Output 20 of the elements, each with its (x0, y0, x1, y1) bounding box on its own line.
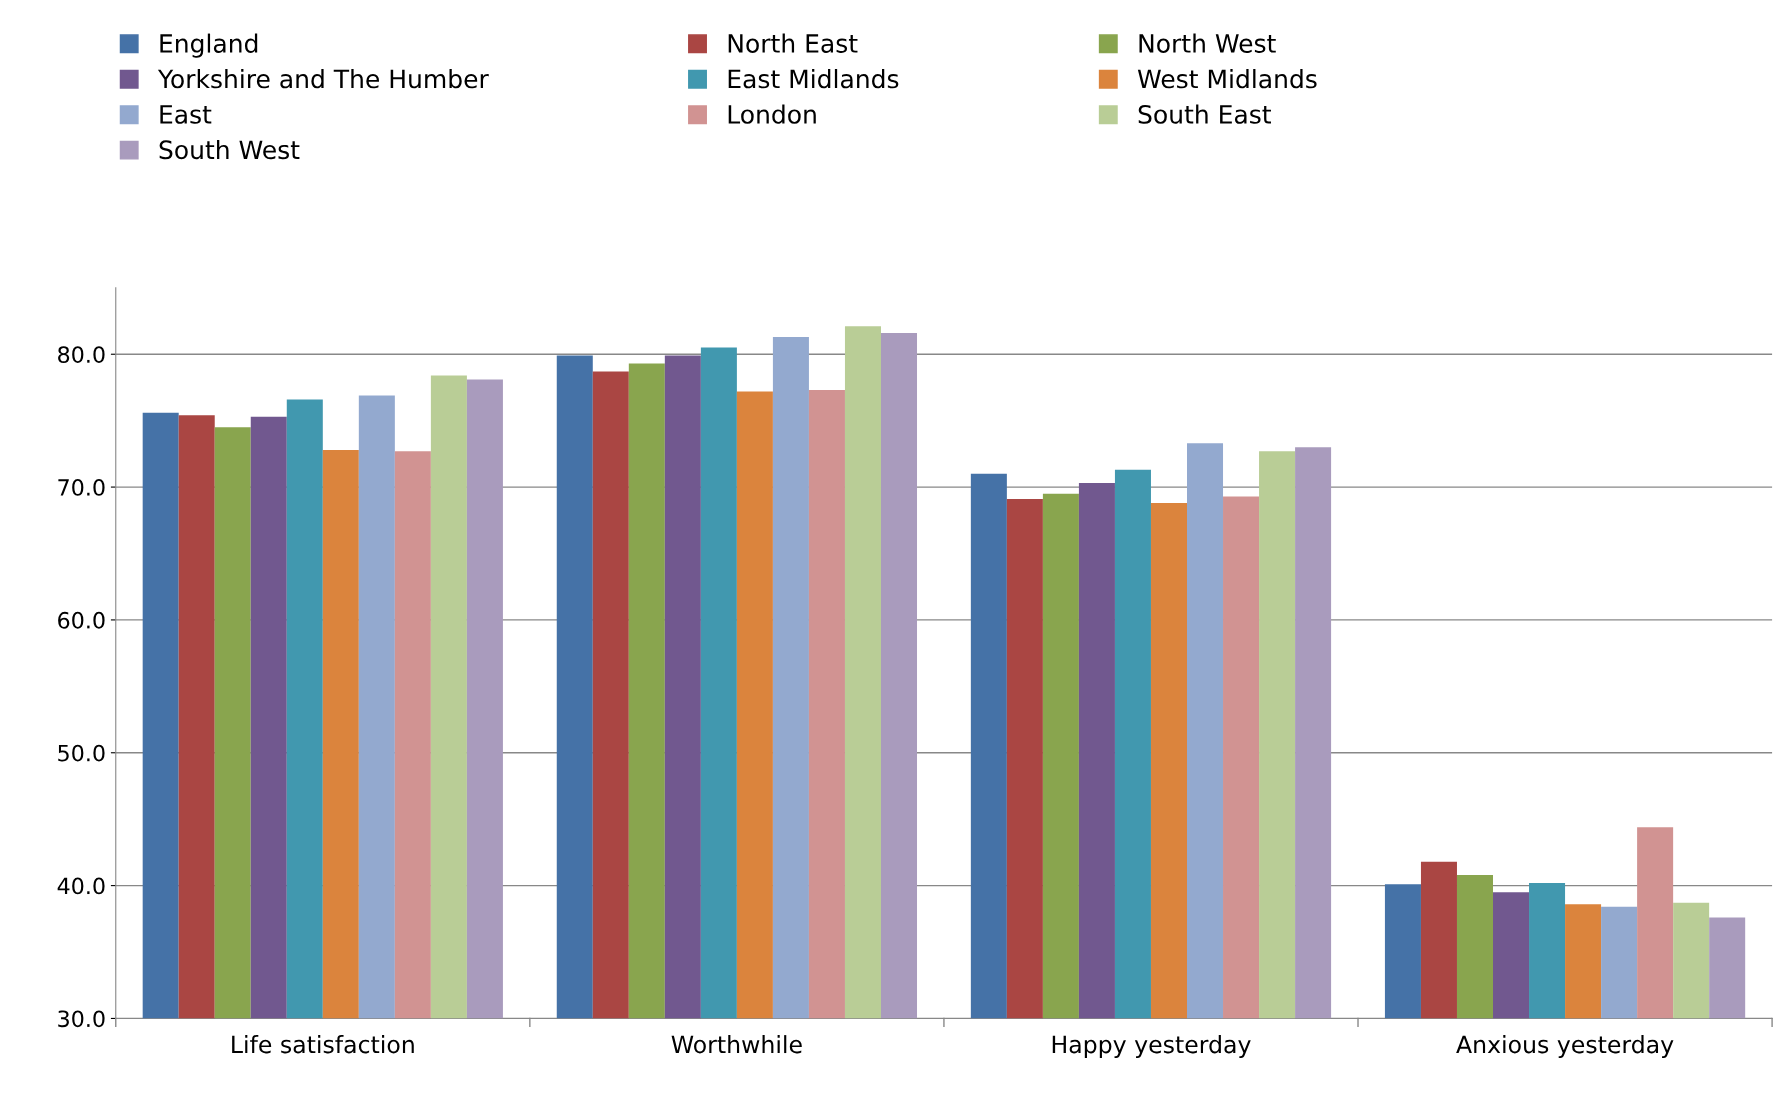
y-tick-label: 60.0 (58, 611, 105, 629)
legend-label: Yorkshire and The Humber (157, 69, 489, 89)
y-tick-label: 50.0 (58, 744, 105, 762)
x-tick-label: Happy yesterday (1052, 1035, 1251, 1058)
legend-label: West Midlands (1137, 69, 1317, 89)
y-tick-label: 30.0 (58, 1010, 105, 1028)
legend-label: London (728, 104, 816, 124)
legend-label: East (160, 105, 212, 124)
y-tick-label: 80.0 (58, 346, 105, 363)
x-tick-label: Worthwhile (671, 1035, 802, 1054)
legend-label: South West (159, 139, 300, 160)
y-tick-label: 40.0 (57, 877, 105, 895)
x-tick-label: Anxious yesterday (1456, 1035, 1674, 1058)
y-tick-label: 70.0 (58, 479, 105, 496)
legend-label: South East (1138, 104, 1271, 124)
x-tick-label: Life satisfaction (232, 1035, 414, 1054)
legend-label: North East (728, 33, 858, 53)
legend-label: North West (1139, 33, 1276, 53)
legend-label: England (160, 33, 258, 58)
legend-label: East Midlands (728, 69, 899, 89)
